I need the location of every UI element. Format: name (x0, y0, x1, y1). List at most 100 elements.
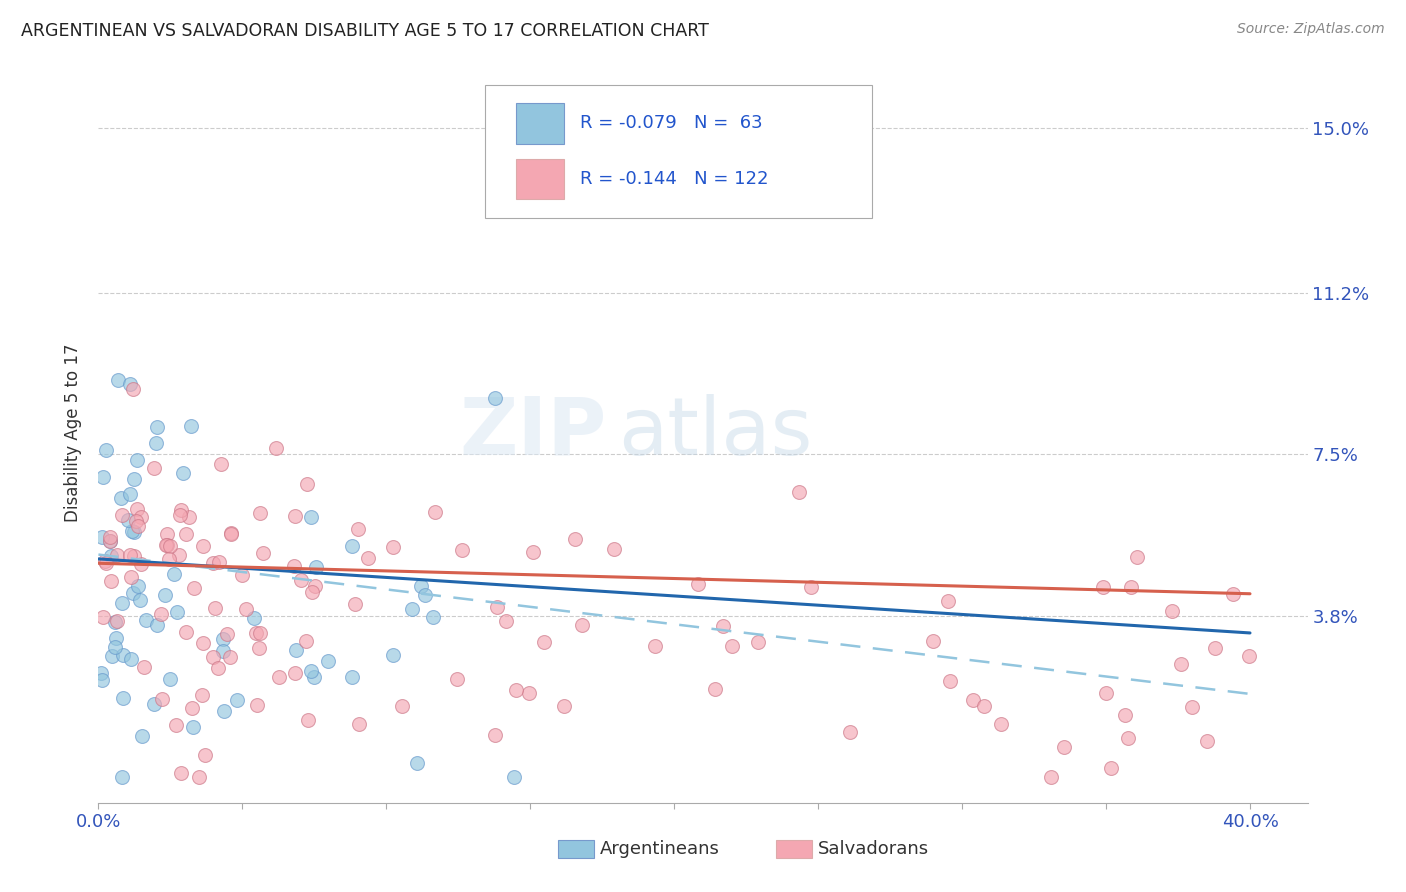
Point (129, 558, 152, 572)
Point (201, 557, 224, 571)
Point (304, 579, 326, 593)
Point (344, 597, 367, 611)
Point (973, 698, 995, 713)
Point (284, 666, 307, 681)
Point (105, 631, 128, 645)
Point (519, 686, 541, 700)
Point (157, 552, 180, 566)
Point (111, 596, 134, 610)
Point (117, 513, 139, 527)
Point (1222, 587, 1244, 601)
Point (94, 553, 117, 567)
Text: R = -0.079   N =  63: R = -0.079 N = 63 (579, 114, 762, 132)
Point (145, 436, 167, 450)
Point (1237, 648, 1260, 663)
Point (120, 548, 142, 562)
Text: Source: ZipAtlas.com: Source: ZipAtlas.com (1237, 22, 1385, 37)
Point (1053, 739, 1076, 754)
Point (112, 648, 135, 662)
Point (1195, 734, 1218, 748)
Point (129, 510, 152, 524)
Point (135, 614, 157, 628)
Point (422, 609, 444, 624)
Text: ARGENTINEAN VS SALVADORAN DISABILITY AGE 5 TO 17 CORRELATION CHART: ARGENTINEAN VS SALVADORAN DISABILITY AGE… (21, 22, 709, 40)
Point (94, 443, 117, 458)
Point (1181, 700, 1204, 714)
Point (413, 588, 436, 602)
Point (172, 467, 194, 481)
Point (382, 648, 405, 663)
Point (142, 460, 165, 475)
Point (247, 641, 270, 656)
Point (571, 617, 593, 632)
Bar (558, 840, 595, 858)
Bar (516, 159, 564, 200)
Point (285, 643, 308, 657)
Point (211, 458, 233, 472)
Point (100, 549, 122, 563)
Point (212, 644, 235, 658)
Point (215, 626, 238, 640)
Point (212, 704, 235, 718)
Bar (516, 103, 564, 144)
Point (127, 501, 149, 516)
Point (125, 453, 148, 467)
Point (111, 508, 134, 523)
Point (340, 670, 363, 684)
Point (170, 502, 193, 516)
Point (146, 617, 169, 632)
Point (553, 699, 575, 714)
Point (1170, 657, 1192, 672)
Point (938, 594, 960, 608)
Point (121, 524, 143, 538)
Point (181, 720, 204, 734)
Point (302, 670, 325, 684)
Point (105, 614, 128, 628)
Point (1040, 770, 1063, 784)
Point (153, 588, 176, 602)
Point (169, 508, 191, 522)
Point (156, 527, 179, 541)
Point (226, 692, 249, 706)
Point (98, 533, 121, 548)
Point (304, 560, 326, 574)
Point (131, 729, 153, 743)
Point (91, 609, 114, 624)
Bar (776, 840, 811, 858)
Point (382, 540, 405, 554)
Point (111, 690, 134, 705)
Point (246, 698, 269, 713)
Point (347, 717, 370, 731)
Point (357, 551, 380, 566)
Point (235, 601, 257, 615)
Point (120, 570, 142, 584)
Point (1121, 580, 1143, 594)
Point (686, 576, 709, 591)
Point (1114, 707, 1136, 722)
Point (204, 601, 226, 615)
Point (219, 525, 242, 540)
Point (165, 718, 187, 732)
Point (245, 626, 267, 640)
Point (183, 582, 205, 596)
Point (450, 543, 472, 558)
Point (91, 530, 114, 544)
Point (118, 376, 141, 391)
Point (290, 573, 312, 587)
Point (1118, 731, 1140, 746)
Point (166, 605, 188, 619)
Text: R = -0.144   N = 122: R = -0.144 N = 122 (579, 169, 768, 187)
Point (704, 681, 727, 696)
Point (603, 542, 626, 557)
Point (347, 523, 370, 537)
Point (502, 770, 524, 784)
Point (128, 593, 150, 607)
Point (484, 728, 506, 742)
Point (301, 585, 323, 599)
Point (1095, 686, 1118, 700)
Text: Salvadorans: Salvadorans (818, 840, 929, 858)
Point (91, 470, 114, 484)
Point (922, 634, 945, 648)
Point (446, 672, 468, 686)
Point (124, 514, 146, 528)
